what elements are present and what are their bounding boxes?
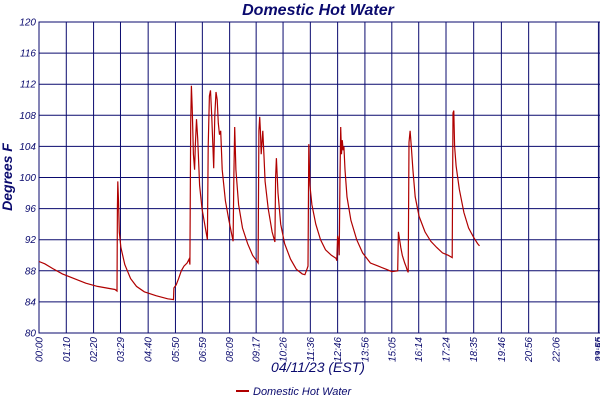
legend-label: Domestic Hot Water	[253, 386, 353, 398]
x-tick-label: 09:17	[252, 337, 263, 362]
x-tick-label: 11:36	[306, 337, 317, 362]
x-axis-label: 04/11/23 (EST)	[271, 359, 365, 375]
y-tick-label: 96	[25, 204, 37, 215]
x-tick-label: 02:20	[89, 337, 100, 362]
x-tick-label: 17:24	[442, 337, 453, 362]
y-axis-label: Degrees F	[0, 143, 15, 211]
y-tick-label: 104	[19, 142, 36, 153]
series-line-domestic-hot-water	[38, 85, 480, 301]
x-tick-label: 23:55	[594, 337, 600, 363]
x-tick-label: 00:00	[35, 337, 46, 362]
x-tick-label: 16:14	[414, 337, 425, 362]
plot-frame	[38, 21, 600, 334]
x-tick-label: 03:29	[116, 337, 127, 362]
x-tick-label: 23:59	[596, 337, 600, 363]
y-tick-label: 116	[20, 49, 36, 60]
y-axis-ticks: 80 84 88 92 96 100 104 108 112 116 120	[19, 18, 36, 340]
x-tick-label: 20:56	[524, 337, 535, 363]
y-tick-label: 120	[19, 18, 36, 29]
x-tick-label: 19:46	[497, 337, 508, 362]
y-tick-label: 100	[19, 173, 36, 184]
y-tick-label: 88	[25, 266, 37, 277]
y-tick-label: 108	[19, 111, 36, 122]
legend: Domestic Hot Water	[236, 386, 353, 398]
y-tick-label: 112	[20, 80, 36, 91]
x-tick-label: 08:09	[225, 337, 236, 362]
x-axis-ticks: 00:00 01:10 02:20 03:29 04:40 05:50 06:59 08:09…	[35, 337, 600, 363]
chart-title: Domestic Hot Water	[242, 2, 395, 19]
x-tick-label: 15:05	[387, 337, 398, 362]
x-tick-label: 12:46	[333, 337, 344, 362]
y-tick-label: 84	[25, 297, 37, 308]
y-tick-label: 92	[25, 235, 37, 246]
x-tick-label: 18:35	[469, 337, 480, 362]
x-tick-label: 01:10	[62, 337, 73, 362]
grid	[38, 21, 600, 334]
y-tick-label: 80	[25, 329, 37, 340]
x-tick-label: 04:40	[144, 337, 155, 362]
x-tick-label: 10:26	[279, 337, 290, 362]
x-tick-label: 22:06	[551, 337, 562, 363]
x-tick-label: 06:59	[198, 337, 209, 362]
x-tick-label: 13:56	[360, 337, 371, 362]
x-tick-label: 05:50	[171, 337, 182, 362]
